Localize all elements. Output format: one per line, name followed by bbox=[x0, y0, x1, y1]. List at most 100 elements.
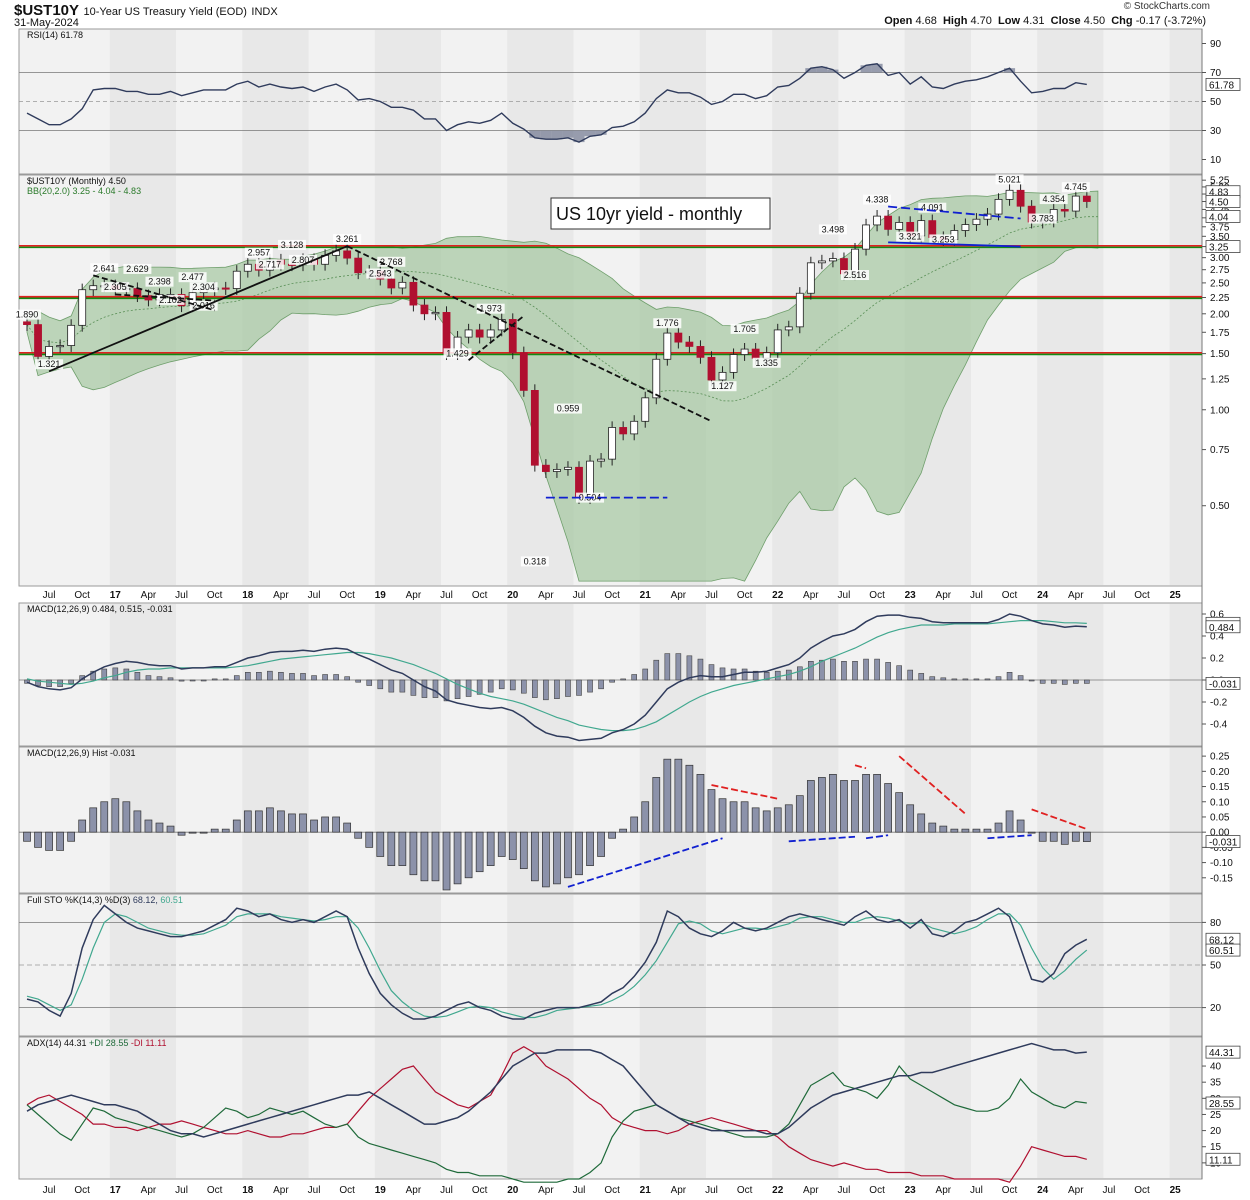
candle-body bbox=[243, 263, 252, 272]
macd-hist-bar bbox=[167, 677, 174, 681]
x-tick-label-bottom: Oct bbox=[604, 1185, 620, 1196]
hist-bar bbox=[873, 774, 881, 833]
annotation-bg bbox=[841, 270, 869, 281]
blue-flag-bottom bbox=[888, 241, 1021, 248]
hist-bar bbox=[519, 831, 528, 870]
adx-tag: 11.11 bbox=[1209, 1155, 1233, 1166]
candle-body bbox=[1071, 195, 1080, 212]
x-tick-label-top: Jul bbox=[573, 590, 586, 601]
macd-hist-bar bbox=[576, 679, 582, 696]
price-annotation: 1.776 bbox=[656, 318, 679, 328]
hist-bar bbox=[431, 831, 440, 882]
candle-body bbox=[553, 468, 561, 472]
price-y-tick-label: 2.50 bbox=[1210, 278, 1230, 289]
hist-bar bbox=[321, 816, 329, 833]
x-tick-label-top: Jul bbox=[705, 590, 718, 601]
chart-title-text: US 10yr yield - monthly bbox=[556, 204, 742, 224]
hist-bar bbox=[486, 831, 495, 866]
candle-body bbox=[740, 348, 749, 355]
price-annotation: 4.091 bbox=[921, 203, 944, 213]
price-annotation: 2.305 bbox=[104, 282, 127, 292]
candle-body bbox=[817, 260, 826, 264]
x-tick-label-top: Jul bbox=[440, 590, 453, 601]
macd-hist-bar bbox=[1050, 679, 1057, 684]
macd-hist-bar bbox=[653, 659, 660, 681]
adx-y-tick-label: 25 bbox=[1210, 1110, 1222, 1121]
price-annotation: 2.717 bbox=[259, 259, 282, 269]
hist-bar bbox=[89, 807, 98, 833]
rsi-oversold-fill bbox=[529, 130, 541, 138]
bollinger-middle-line bbox=[26, 216, 1098, 402]
x-tick-label-bottom: Apr bbox=[671, 1185, 687, 1196]
hist-bar bbox=[641, 801, 650, 833]
uptrend-line bbox=[48, 245, 348, 373]
x-tick-label-bottom: Oct bbox=[737, 1185, 753, 1196]
hist-y-tick-label: 0.10 bbox=[1210, 797, 1230, 808]
macd-hist-bar bbox=[222, 678, 229, 681]
x-tick-label-bottom: Apr bbox=[803, 1185, 819, 1196]
chart-title: $UST10Y 10-Year US Treasury Yield (EOD) … bbox=[14, 2, 278, 20]
hist-bar bbox=[663, 758, 672, 833]
macd-hist-bar bbox=[476, 679, 483, 695]
annotation-bg bbox=[13, 309, 41, 320]
hist-bar bbox=[784, 804, 793, 833]
price-annotation: 2.398 bbox=[148, 277, 171, 287]
x-tick-label-bottom: Jul bbox=[175, 1185, 188, 1196]
macd-hist-bar bbox=[863, 658, 869, 681]
hist-bar bbox=[266, 807, 274, 833]
hist-bar bbox=[994, 822, 1003, 833]
x-tick-label-top: Oct bbox=[869, 590, 885, 601]
macd-hist-bar bbox=[487, 679, 494, 693]
candle-body bbox=[696, 346, 705, 358]
macd-hist-bar bbox=[763, 671, 770, 681]
rsi-overbought-fill bbox=[871, 63, 883, 73]
x-tick-label-bottom: Apr bbox=[273, 1185, 289, 1196]
year-shade bbox=[242, 748, 309, 892]
x-tick-label-bottom: Jul bbox=[1103, 1185, 1116, 1196]
open-label: Open bbox=[884, 15, 913, 27]
x-tick-label-bottom: Oct bbox=[472, 1185, 488, 1196]
price-annotation: 2.477 bbox=[181, 272, 204, 282]
annotation-bg bbox=[35, 359, 64, 370]
x-tick-label-top: Apr bbox=[803, 590, 819, 601]
rsi-overbought-fill bbox=[1004, 68, 1016, 73]
stoch-y-tick-label: 80 bbox=[1210, 918, 1222, 929]
year-shade bbox=[374, 1038, 441, 1178]
macd-hist-bar bbox=[907, 669, 914, 681]
price-annotation: 2.516 bbox=[844, 270, 867, 280]
rsi-overbought-fill bbox=[827, 69, 839, 73]
candle-body bbox=[806, 262, 815, 294]
year-shade bbox=[904, 604, 971, 745]
hist-bar bbox=[795, 795, 804, 833]
annotation-bg bbox=[730, 323, 759, 334]
rsi-overbought-fill bbox=[805, 68, 817, 73]
candle-body bbox=[409, 281, 418, 306]
candle-body bbox=[685, 341, 694, 347]
candle-body bbox=[608, 427, 617, 460]
annotation-bg bbox=[244, 247, 273, 258]
price-y-tick-label: 3.50 bbox=[1210, 232, 1230, 243]
rsi-tag-box bbox=[1205, 78, 1241, 91]
annotation-bg bbox=[520, 556, 549, 567]
x-tick-label-top: Jul bbox=[175, 590, 188, 601]
price-annotation: 0.959 bbox=[557, 404, 580, 414]
candle-body bbox=[398, 281, 407, 289]
hist-divergence-blue bbox=[987, 834, 1032, 840]
credit: © StockCharts.com bbox=[1123, 1, 1210, 12]
year-shade bbox=[639, 1038, 706, 1178]
macd-hist-bar bbox=[1061, 679, 1068, 685]
price-legend-symbol: $UST10Y (Monthly) 4.50 bbox=[27, 176, 126, 186]
hist-y-tick-label: 0.25 bbox=[1210, 752, 1230, 763]
macd-hist-bar bbox=[509, 679, 516, 691]
hist-bar bbox=[564, 831, 572, 879]
macd-hist-bar bbox=[543, 679, 549, 701]
hist-bar bbox=[1082, 831, 1091, 842]
hist-bar bbox=[343, 822, 352, 833]
year-shade bbox=[109, 176, 177, 585]
hist-bar bbox=[177, 831, 186, 836]
hist-bar bbox=[597, 831, 605, 857]
macd-hist-bar bbox=[686, 655, 693, 681]
macd-hist-bar bbox=[233, 675, 240, 681]
x-tick-label-bottom: 23 bbox=[905, 1185, 917, 1196]
candle-body bbox=[431, 312, 440, 315]
